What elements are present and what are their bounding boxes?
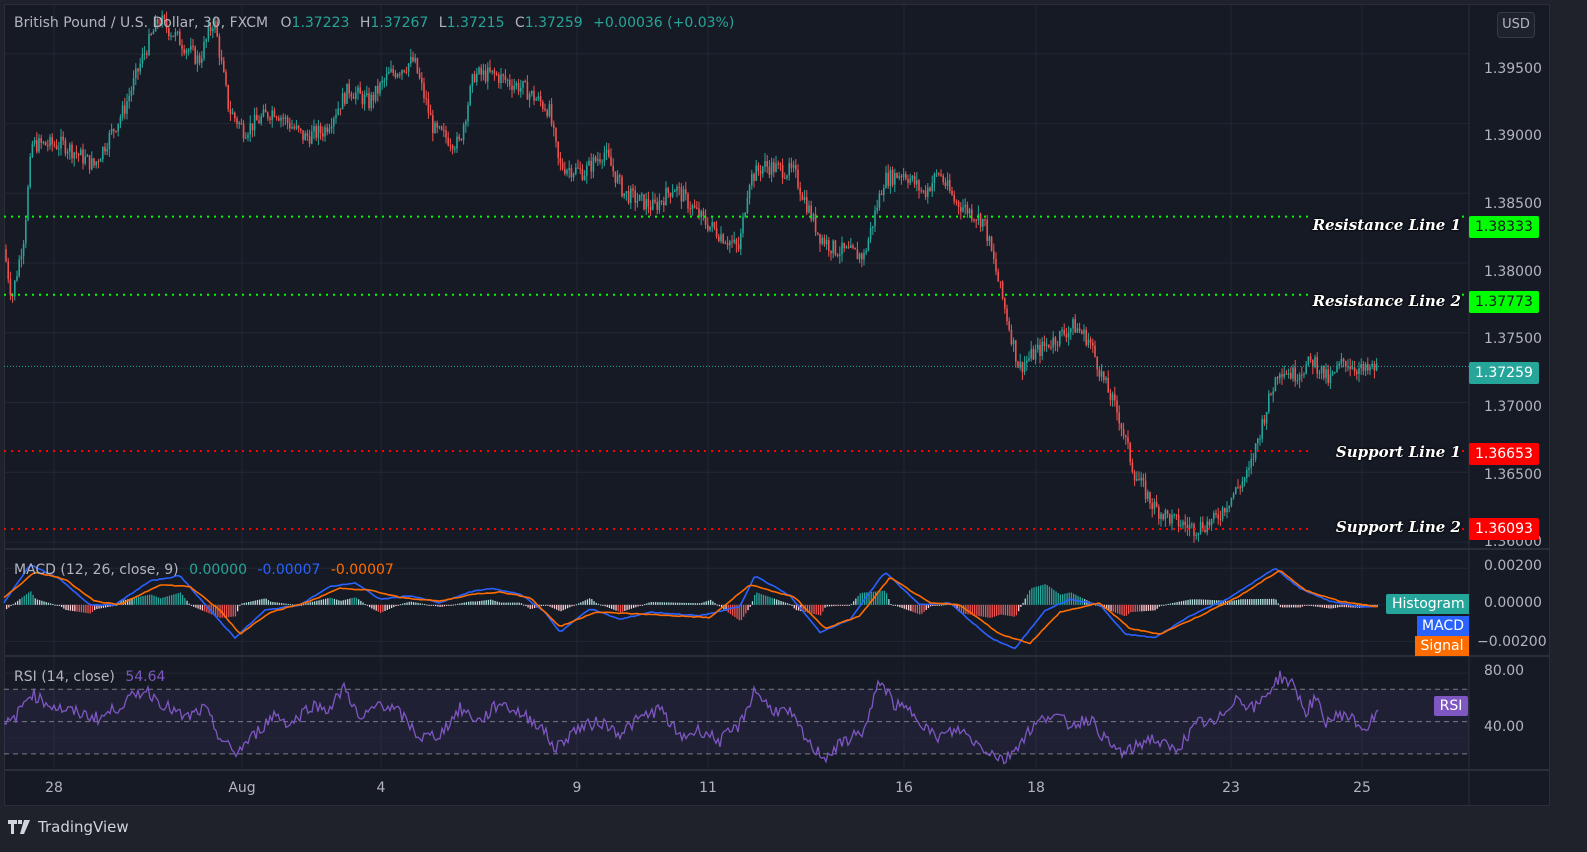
- macd-title: MACD (12, 26, close, 9): [14, 562, 179, 578]
- rsi-legend: RSI (14, close) 54.64: [14, 669, 165, 685]
- macd-tick: 0.00000: [1484, 595, 1542, 611]
- resistance-line-2-label: Resistance Line 2: [1312, 292, 1461, 310]
- support-line-1-label: Support Line 1: [1335, 443, 1461, 461]
- time-tick: 16: [895, 780, 913, 796]
- tradingview-logo-icon: [8, 820, 30, 834]
- price-tick: 1.38000: [1484, 264, 1542, 280]
- chart-frame: [4, 4, 1550, 806]
- macd-tick: −0.00200: [1477, 634, 1547, 650]
- macd-tag: MACD: [1417, 616, 1469, 636]
- support-2-price-tag: 1.36093: [1469, 518, 1539, 540]
- time-tick: 28: [45, 780, 63, 796]
- resistance-2-price-tag: 1.37773: [1469, 291, 1539, 313]
- high-label: H: [359, 15, 371, 31]
- price-tick: 1.37000: [1484, 399, 1542, 415]
- histogram-tag: Histogram: [1386, 594, 1469, 614]
- signal-tag: Signal: [1415, 636, 1469, 656]
- time-tick: 4: [376, 780, 386, 796]
- resistance-line-1-label: Resistance Line 1: [1312, 216, 1461, 234]
- price-tick: 1.36500: [1484, 467, 1542, 483]
- time-tick: 9: [572, 780, 582, 796]
- high-value: 1.37267: [370, 15, 429, 31]
- time-tick: 23: [1222, 780, 1240, 796]
- time-tick: 18: [1027, 780, 1045, 796]
- rsi-tick: 40.00: [1484, 719, 1525, 735]
- symbol-legend: British Pound / U.S. Dollar, 30, FXCM O1…: [14, 15, 734, 31]
- open-label: O: [280, 15, 292, 31]
- current-price-tag: 1.37259: [1469, 362, 1539, 384]
- rsi-tag: RSI: [1434, 696, 1468, 716]
- symbol-title: British Pound / U.S. Dollar, 30, FXCM: [14, 15, 269, 31]
- macd-legend: MACD (12, 26, close, 9) 0.00000 -0.00007…: [14, 562, 394, 578]
- time-tick: 11: [699, 780, 717, 796]
- support-1-price-tag: 1.36653: [1469, 443, 1539, 465]
- rsi-value: 54.64: [125, 669, 166, 685]
- price-tick: 1.39500: [1484, 61, 1542, 77]
- macd-signal-value: -0.00007: [330, 562, 394, 578]
- macd-histogram-value: 0.00000: [189, 562, 247, 578]
- change-value: +0.00036 (+0.03%): [593, 15, 735, 31]
- low-label: L: [438, 15, 447, 31]
- time-tick: Aug: [228, 780, 256, 796]
- open-value: 1.37223: [291, 15, 350, 31]
- close-label: C: [514, 15, 525, 31]
- price-tick: 1.39000: [1484, 128, 1542, 144]
- time-tick: 25: [1353, 780, 1371, 796]
- tradingview-brand[interactable]: TradingView: [8, 818, 129, 836]
- rsi-title: RSI (14, close): [14, 669, 115, 685]
- rsi-tick: 80.00: [1484, 663, 1525, 679]
- low-value: 1.37215: [446, 15, 505, 31]
- macd-line-value: -0.00007: [257, 562, 321, 578]
- brand-name: TradingView: [38, 818, 129, 836]
- currency-button[interactable]: USD: [1497, 12, 1535, 38]
- support-line-2-label: Support Line 2: [1335, 518, 1461, 536]
- close-value: 1.37259: [524, 15, 583, 31]
- resistance-1-price-tag: 1.38333: [1469, 216, 1539, 238]
- price-tick: 1.37500: [1484, 331, 1542, 347]
- price-tick: 1.38500: [1484, 196, 1542, 212]
- macd-tick: 0.00200: [1484, 558, 1542, 574]
